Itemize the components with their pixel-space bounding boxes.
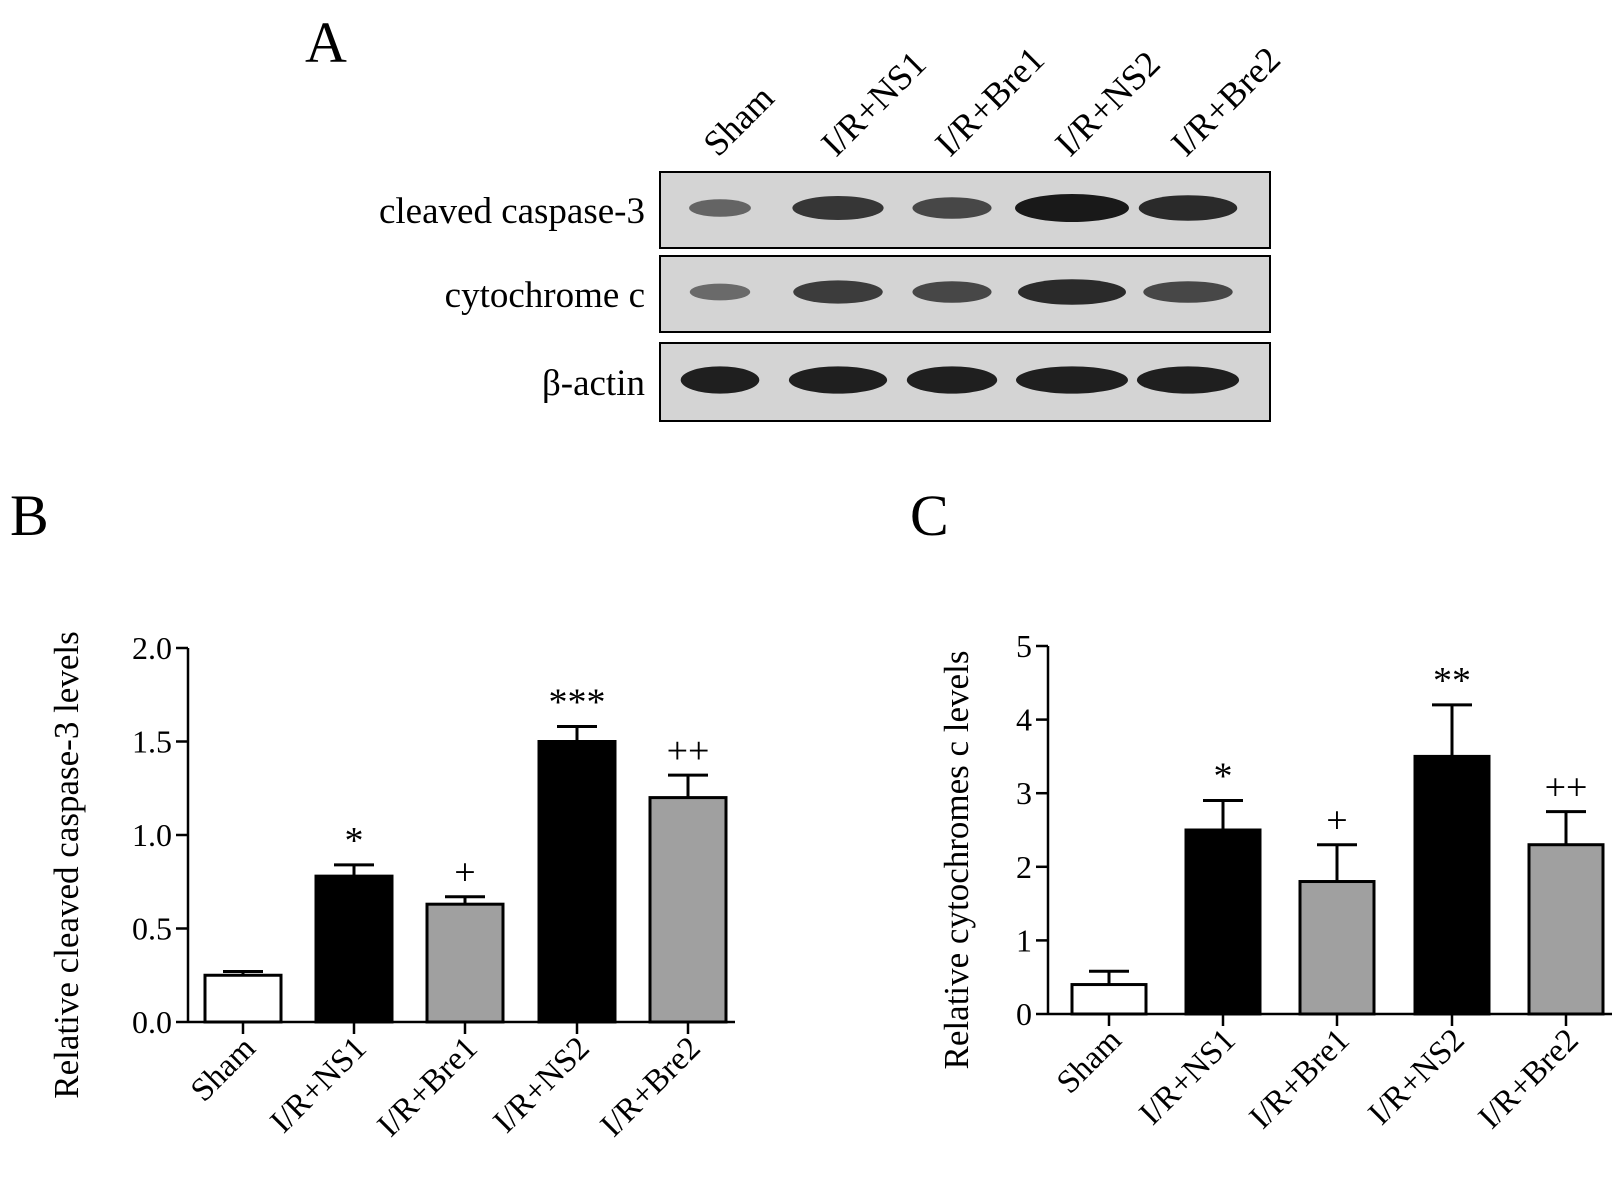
chart-cytochrome-c: 0 1 2 3 4 5 Relative cytochromes c levels Sham *…: [937, 628, 1612, 1136]
blot-band: [792, 196, 884, 220]
lane-label: I/R+Bre2: [1163, 39, 1288, 164]
significance-label: **: [1433, 660, 1471, 702]
x-category-label: I/R+NS1: [1133, 1022, 1243, 1132]
blot-band: [788, 366, 888, 394]
x-category-label: I/R+Bre2: [594, 1030, 708, 1144]
bar: [203, 973, 283, 1024]
lane-label: Sham: [695, 77, 781, 163]
bar: [425, 902, 505, 1024]
x-category-label: I/R+Bre2: [1472, 1022, 1586, 1136]
significance-label: ***: [549, 682, 606, 724]
bar: [314, 874, 394, 1024]
bar: [1527, 843, 1605, 1016]
significance-label: ++: [667, 730, 710, 772]
y-tick-label: 0.0: [132, 1004, 172, 1040]
chart-caspase-3: 0.0 0.5 1.0 1.5 2.0 Relative cleaved caspase-…: [47, 630, 735, 1144]
significance-label: *: [345, 820, 364, 862]
x-category-label: I/R+Bre1: [371, 1030, 485, 1144]
panel-label-b: B: [10, 483, 49, 548]
blot-band: [1138, 195, 1238, 221]
y-axis-title: Relative cleaved caspase-3 levels: [47, 631, 86, 1098]
blot-band: [689, 199, 751, 217]
significance-label: +: [1326, 800, 1347, 842]
x-category-label: I/R+Bre1: [1243, 1022, 1357, 1136]
x-category-label: I/R+NS2: [1362, 1022, 1472, 1132]
significance-label: *: [1214, 756, 1233, 798]
protein-label: β-actin: [542, 363, 645, 404]
lane-label: I/R+NS1: [813, 43, 933, 163]
blot-band: [1015, 194, 1129, 222]
blot-band: [906, 366, 998, 394]
panel-label-c: C: [910, 483, 949, 548]
blot-band: [912, 197, 992, 219]
y-tick-label: 4: [1016, 702, 1032, 738]
bar: [537, 740, 617, 1024]
blot-band: [689, 283, 751, 301]
x-category-label: Sham: [184, 1030, 263, 1109]
significance-label: ++: [1545, 767, 1588, 809]
lane-label: I/R+NS2: [1047, 43, 1167, 163]
protein-label: cleaved caspase-3: [379, 191, 645, 232]
panel-label-a: A: [305, 10, 347, 75]
x-category-label: I/R+NS2: [487, 1030, 597, 1140]
blot-band: [1143, 281, 1233, 303]
y-tick-label: 1.0: [132, 817, 172, 853]
blot-band: [793, 280, 883, 304]
blot-band: [1136, 366, 1240, 394]
y-tick-label: 1.5: [132, 724, 172, 760]
y-tick-label: 2: [1016, 849, 1032, 885]
blot-band: [1015, 366, 1129, 394]
bar: [1413, 754, 1491, 1016]
y-tick-label: 0.5: [132, 911, 172, 947]
y-tick-label: 1: [1016, 922, 1032, 958]
lane-label: I/R+Bre1: [927, 39, 1052, 164]
y-tick-label: 3: [1016, 775, 1032, 811]
blot-band: [680, 366, 760, 394]
x-category-label: Sham: [1050, 1022, 1129, 1101]
y-tick-label: 0: [1016, 996, 1032, 1032]
bar: [1298, 880, 1376, 1016]
bar: [1184, 828, 1262, 1016]
x-category-label: I/R+NS1: [264, 1030, 374, 1140]
y-axis-title: Relative cytochromes c levels: [937, 651, 976, 1070]
bar: [1070, 983, 1148, 1016]
significance-label: +: [454, 852, 475, 894]
protein-label: cytochrome c: [445, 275, 645, 316]
bar: [648, 796, 728, 1024]
blot-band: [1017, 279, 1127, 305]
blot-band: [912, 281, 992, 303]
y-tick-label: 5: [1016, 628, 1032, 664]
y-tick-label: 2.0: [132, 630, 172, 666]
